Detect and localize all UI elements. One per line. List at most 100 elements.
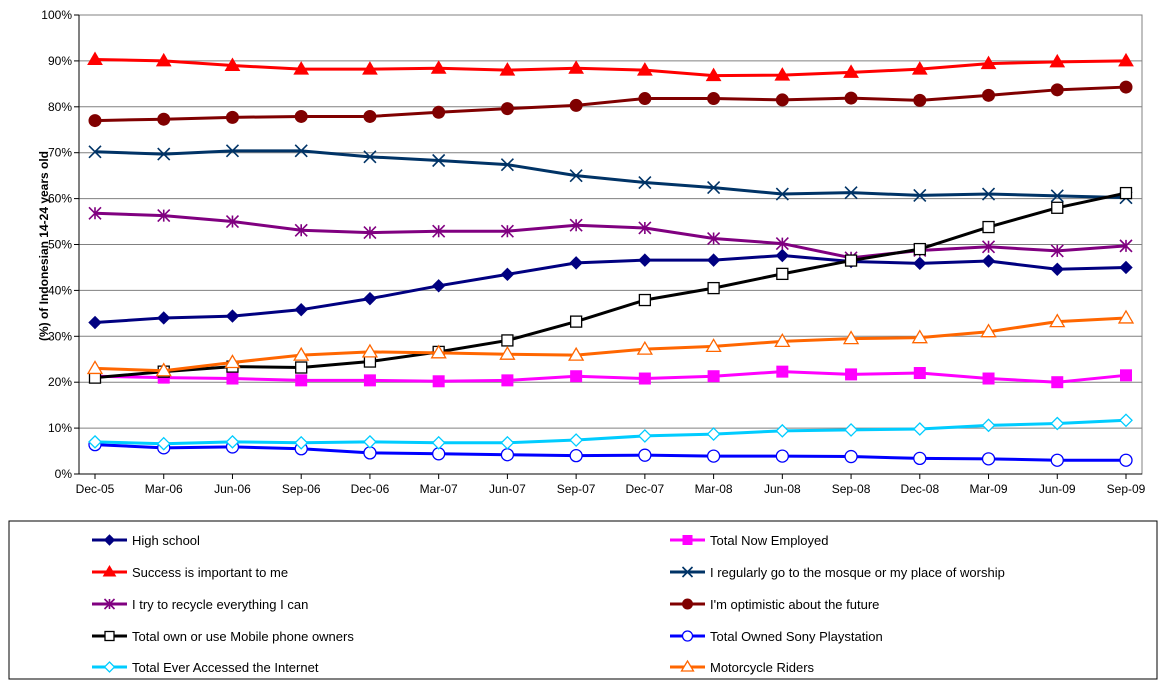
data-point-marker xyxy=(103,661,116,673)
data-point-marker xyxy=(500,435,515,450)
data-point-marker xyxy=(157,112,171,126)
y-tick-label: 80% xyxy=(48,100,72,114)
legend-label: High school xyxy=(132,533,200,548)
data-point-marker xyxy=(499,62,516,76)
data-point-marker xyxy=(294,223,308,237)
x-tick-label: Mar-07 xyxy=(420,482,458,496)
legend-label: Total Ever Accessed the Internet xyxy=(132,660,319,675)
x-tick-label: Mar-09 xyxy=(970,482,1008,496)
series-2 xyxy=(87,51,1134,82)
data-point-marker xyxy=(500,448,515,462)
y-tick-label: 100% xyxy=(41,8,72,22)
data-point-marker xyxy=(103,534,116,546)
data-point-marker xyxy=(681,566,694,578)
data-point-marker xyxy=(500,158,514,172)
data-point-marker xyxy=(682,598,693,610)
data-point-marker xyxy=(103,598,116,610)
legend-entry: Motorcycle Riders xyxy=(670,659,815,675)
series-line xyxy=(94,58,1127,78)
data-point-marker xyxy=(707,231,721,246)
data-point-marker xyxy=(293,61,310,75)
data-point-marker xyxy=(157,209,171,223)
data-point-marker xyxy=(913,93,927,107)
data-point-marker xyxy=(981,452,996,466)
data-point-marker xyxy=(363,150,377,164)
y-tick-label: 90% xyxy=(48,54,72,68)
data-point-marker xyxy=(1119,413,1133,428)
data-point-marker xyxy=(156,436,171,451)
data-point-marker xyxy=(775,449,789,463)
y-tick-label: 60% xyxy=(48,192,72,206)
data-point-marker xyxy=(363,291,377,306)
data-point-marker xyxy=(1051,376,1064,389)
data-point-marker xyxy=(707,181,721,195)
y-tick-label: 30% xyxy=(48,329,72,343)
data-point-marker xyxy=(363,374,376,387)
legend-entry: I regularly go to the mosque or my place… xyxy=(670,565,1005,580)
data-point-marker xyxy=(776,365,789,378)
series-line xyxy=(94,316,1127,373)
data-point-marker xyxy=(430,344,447,359)
series-8 xyxy=(88,413,1133,451)
y-axis-label: (%) of Indonesian 14-24 years old xyxy=(37,151,51,341)
data-point-marker xyxy=(637,428,652,443)
data-point-marker xyxy=(569,256,583,270)
legend-entry: I'm optimistic about the future xyxy=(670,597,879,612)
x-tick-label: Mar-08 xyxy=(695,482,733,496)
data-point-marker xyxy=(913,242,926,256)
data-point-marker xyxy=(638,253,652,267)
data-point-marker xyxy=(500,102,514,116)
data-point-marker xyxy=(843,64,859,78)
series-6 xyxy=(88,186,1133,384)
data-point-marker xyxy=(638,92,652,106)
legend-entry: Total own or use Mobile phone owners xyxy=(92,629,354,644)
axes: 0% 10% 20% 30% 40% 50% 60% 70% 80% 90% 100% Dec-05 M… xyxy=(41,8,1145,496)
legend-label: Motorcycle Riders xyxy=(710,660,815,675)
y-tick-label: 40% xyxy=(48,283,72,297)
series-line xyxy=(94,443,1126,462)
legend-label: Total Owned Sony Playstation xyxy=(710,629,883,644)
data-point-marker xyxy=(295,374,308,387)
data-point-marker xyxy=(225,309,240,323)
data-point-marker xyxy=(774,333,791,347)
data-point-marker xyxy=(569,315,583,328)
data-point-marker xyxy=(911,61,928,75)
data-point-marker xyxy=(775,93,789,107)
series-area xyxy=(86,51,1135,467)
data-point-marker xyxy=(224,57,241,71)
data-point-marker xyxy=(844,423,858,437)
data-point-marker xyxy=(707,281,720,295)
series-5 xyxy=(88,80,1133,128)
data-point-marker xyxy=(569,169,583,183)
data-point-marker xyxy=(844,449,858,464)
data-point-marker xyxy=(1119,239,1133,253)
series-0 xyxy=(88,248,1133,330)
data-point-marker xyxy=(432,153,446,168)
data-point-marker xyxy=(638,293,652,307)
data-point-marker xyxy=(1050,189,1064,203)
y-tick-label: 10% xyxy=(48,421,72,435)
data-point-marker xyxy=(775,423,790,438)
x-tick-label: Dec-05 xyxy=(76,482,115,496)
data-point-marker xyxy=(157,147,171,161)
data-point-marker xyxy=(706,253,721,267)
data-point-marker xyxy=(638,221,652,235)
legend-label: Success is important to me xyxy=(132,565,288,580)
data-point-marker xyxy=(432,375,445,388)
data-point-marker xyxy=(432,105,446,119)
data-point-marker xyxy=(682,535,693,545)
data-point-marker xyxy=(1119,80,1133,94)
series-4 xyxy=(88,206,1133,265)
data-point-marker xyxy=(636,340,653,355)
data-point-marker xyxy=(1050,262,1064,276)
data-point-marker xyxy=(636,62,653,76)
data-point-marker xyxy=(980,323,997,338)
data-point-marker xyxy=(362,61,378,75)
data-point-marker xyxy=(680,659,695,672)
data-point-marker xyxy=(1118,52,1134,67)
data-point-marker xyxy=(225,144,240,158)
data-point-marker xyxy=(981,240,996,254)
x-tick-label: Jun-06 xyxy=(214,482,251,496)
data-point-marker xyxy=(638,372,651,385)
